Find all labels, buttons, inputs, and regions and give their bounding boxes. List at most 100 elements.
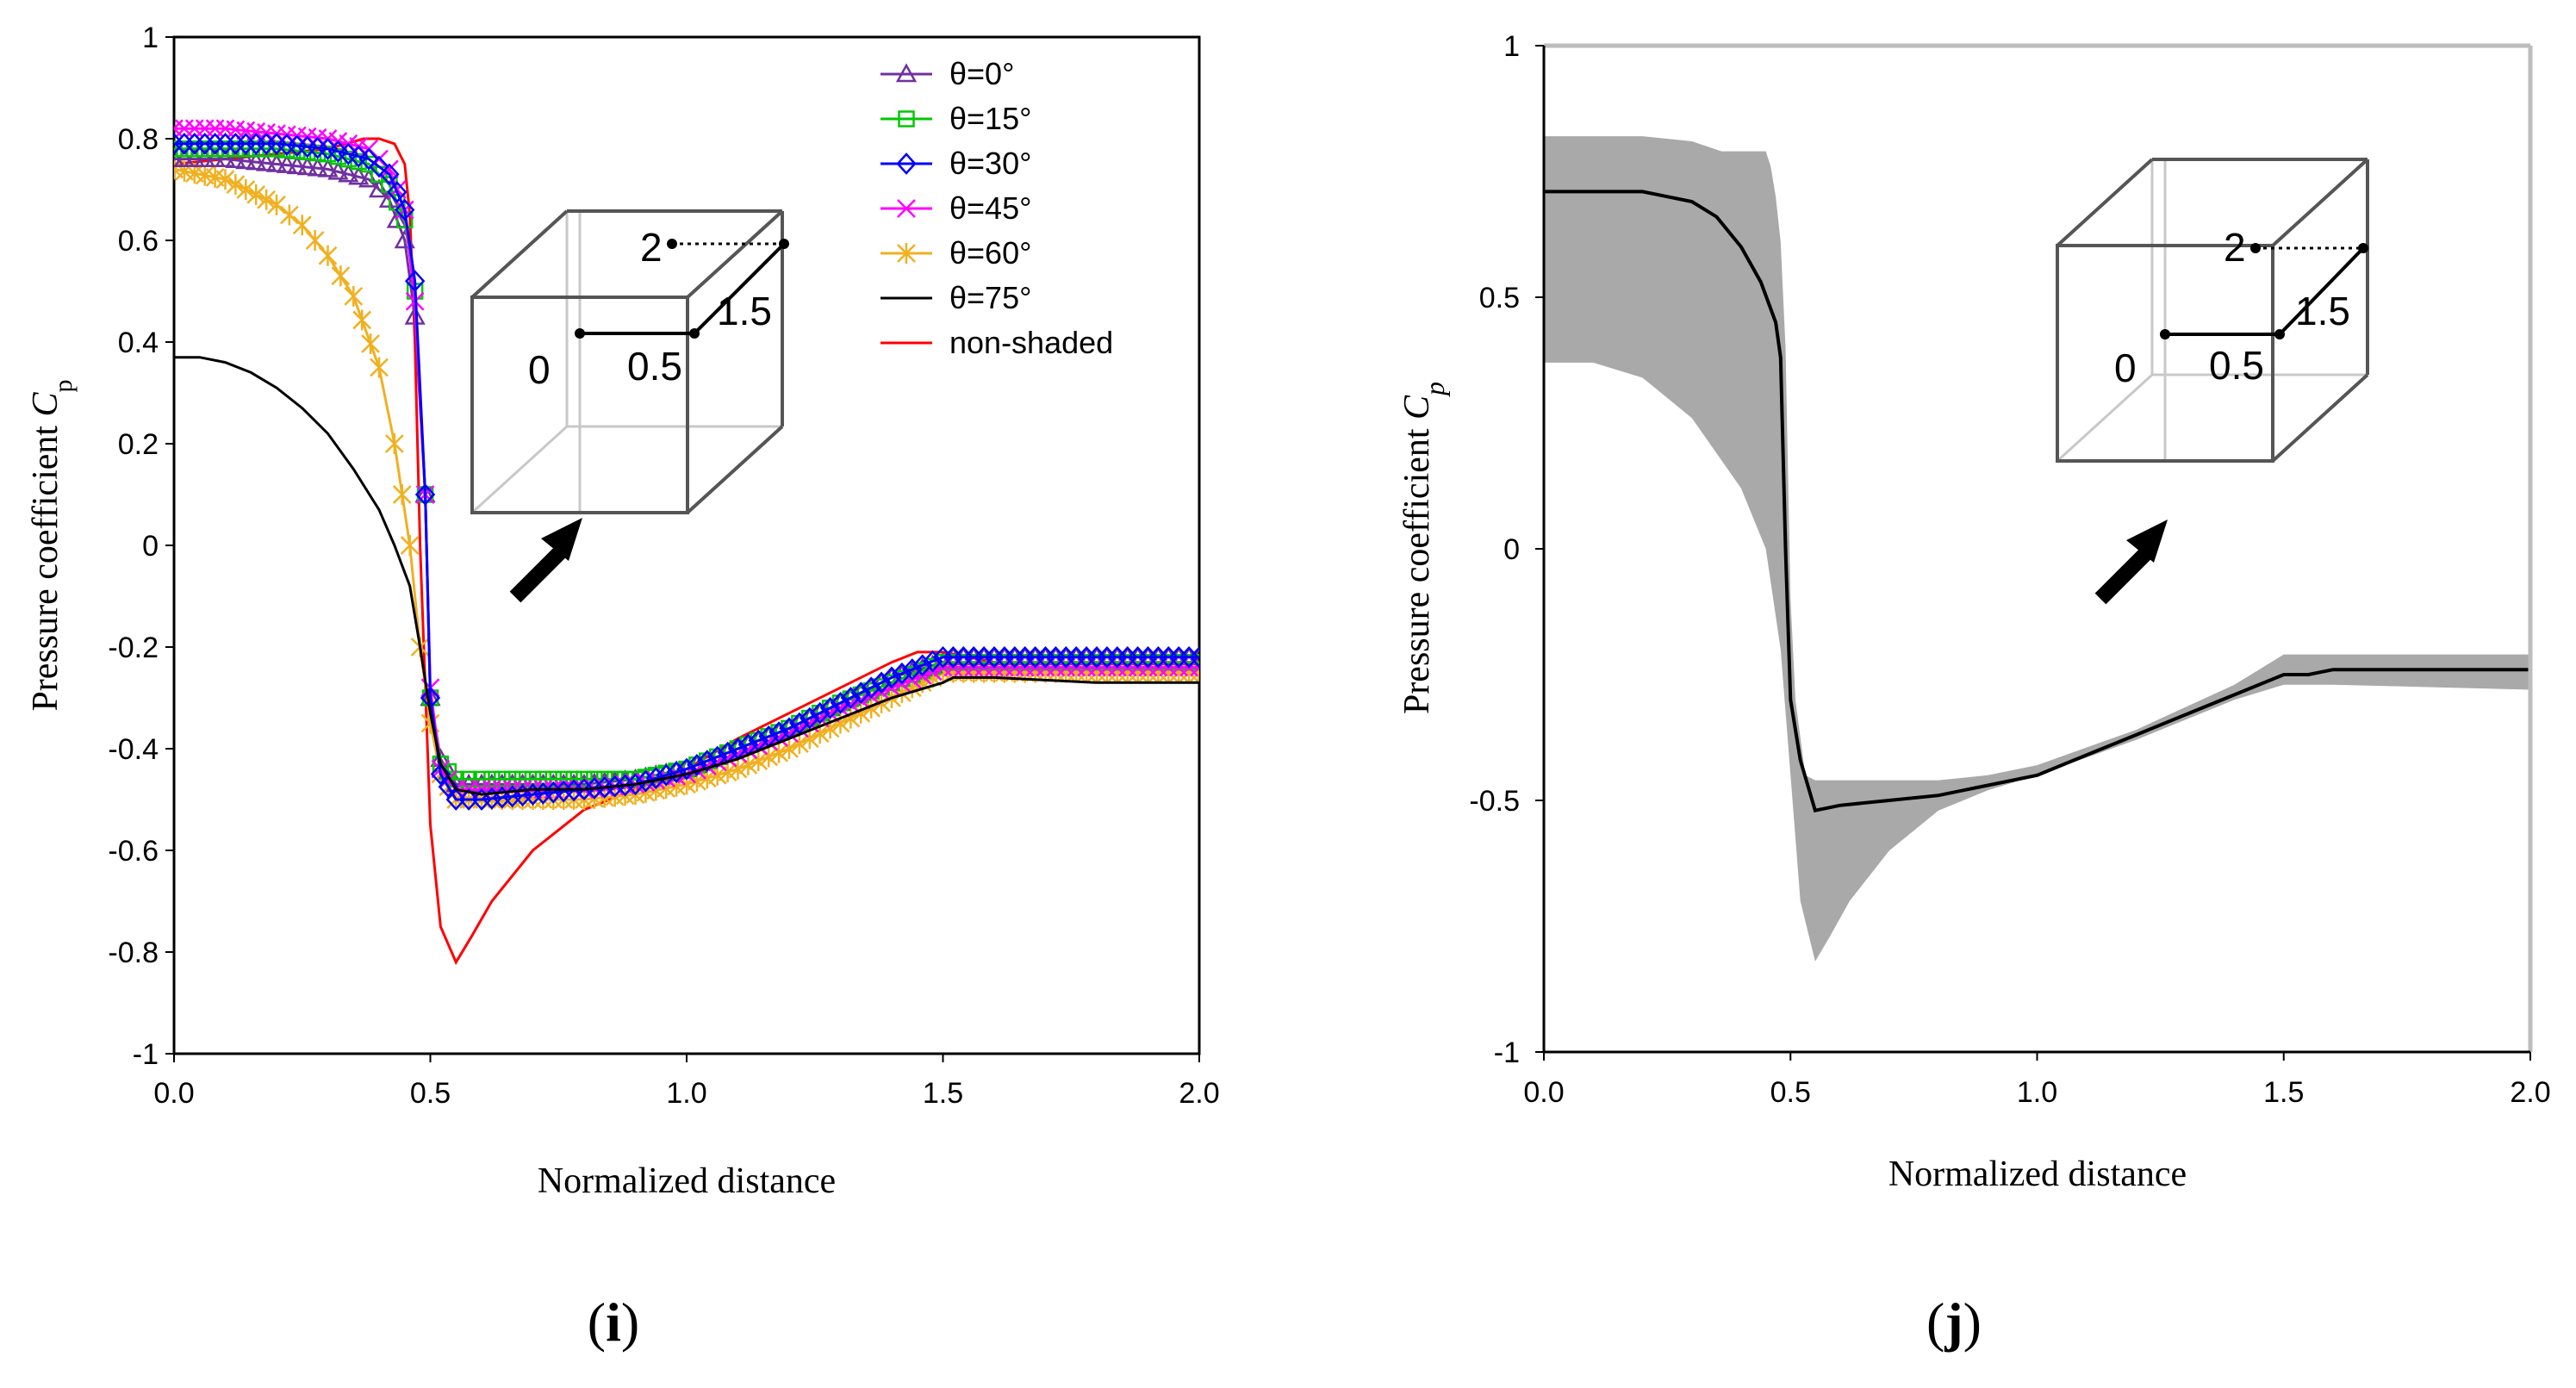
chart-i-plot-area <box>172 35 1201 1055</box>
data-point <box>697 750 718 773</box>
data-point <box>512 784 533 807</box>
legend-item: θ=30° <box>880 146 1031 181</box>
series-6 <box>174 356 1199 796</box>
data-point <box>348 165 370 185</box>
inset-label-0: 0 <box>2114 345 2137 390</box>
data-point <box>370 357 389 378</box>
data-point <box>563 779 584 802</box>
y-tick-label: -1 <box>133 1038 159 1071</box>
chart-j-x-axis: 0.0 0.5 1.0 1.5 2.0 <box>1523 1052 2551 1109</box>
y-tick-label: 0.8 <box>118 123 159 156</box>
data-point <box>358 168 380 188</box>
data-point <box>502 785 523 808</box>
data-point <box>292 215 312 236</box>
data-point <box>174 148 185 167</box>
data-point <box>902 658 923 681</box>
series-7 <box>174 137 1199 966</box>
legend-marker <box>895 63 918 83</box>
x-tick-label: 2.0 <box>2510 1076 2550 1109</box>
wind-arrow-icon <box>509 518 582 603</box>
chart-i-x-axis-label: Normalized distance <box>538 1161 836 1201</box>
data-point <box>492 786 513 809</box>
data-point <box>344 285 364 307</box>
chart-j-band <box>1544 136 2530 962</box>
inset-label-1-5: 1.5 <box>2295 289 2350 333</box>
data-point <box>184 148 205 167</box>
legend-item: θ=75° <box>880 280 1031 315</box>
data-point <box>279 204 299 226</box>
data-point <box>305 230 325 251</box>
data-point <box>912 654 933 677</box>
chart-i-y-axis-label: Pressure coefficient Cp <box>26 379 78 711</box>
data-point <box>893 669 911 688</box>
data-point <box>892 662 912 685</box>
inset-label-0: 0 <box>528 347 551 392</box>
y-tick-label: 0 <box>142 530 159 563</box>
data-point <box>361 333 380 354</box>
data-point <box>369 155 389 178</box>
y-tick-label: 0.6 <box>118 225 159 258</box>
x-tick-label: 1.0 <box>2017 1076 2057 1109</box>
legend-label: θ=75° <box>949 280 1031 315</box>
data-point <box>235 150 257 170</box>
series-line <box>174 142 1199 801</box>
legend-marker <box>897 199 916 218</box>
data-point <box>471 788 492 811</box>
chart-j-y-axis-label: Pressure coefficient Cp <box>1397 382 1450 714</box>
series-3 <box>174 133 1199 811</box>
y-tick-label: -0.8 <box>108 937 159 969</box>
data-point <box>255 152 277 171</box>
data-point <box>605 775 625 798</box>
chart-i-panel-label: (i) <box>588 1292 639 1353</box>
range-band <box>1544 136 2530 962</box>
data-point <box>594 775 615 799</box>
data-point <box>267 194 286 215</box>
data-point <box>286 155 308 175</box>
data-point <box>913 662 931 679</box>
wind-arrow-icon <box>2094 520 2168 605</box>
chart-i-x-axis: 0.0 0.5 1.0 1.5 2.0 <box>153 1054 1220 1110</box>
inset-cube-j: 2 1.5 0 0.5 <box>2056 158 2369 605</box>
chart-i-legend: θ=0° θ=15° θ=30° θ=45° θ=60° θ=75° non-shaded <box>880 56 1113 360</box>
data-point <box>789 712 810 735</box>
data-point <box>473 770 490 788</box>
data-point <box>586 770 603 788</box>
y-tick-label: 0.4 <box>118 327 159 359</box>
data-point <box>368 178 390 198</box>
y-tick-label: -0.5 <box>1469 785 1520 818</box>
inset-label-2: 2 <box>2224 225 2246 270</box>
data-point <box>460 770 477 788</box>
data-point <box>904 666 921 683</box>
data-point <box>534 770 552 788</box>
data-point <box>840 687 862 709</box>
data-point <box>565 770 582 788</box>
inset-label-0-5: 0.5 <box>627 344 682 389</box>
y-tick-label: 0 <box>1503 533 1520 566</box>
legend-label: θ=30° <box>949 146 1031 181</box>
data-point <box>338 163 359 183</box>
data-point <box>482 787 502 810</box>
legend-item: θ=15° <box>880 101 1031 136</box>
data-point <box>584 777 605 800</box>
data-point <box>358 147 379 171</box>
inset-label-1-5: 1.5 <box>717 289 772 333</box>
mean-line <box>1544 190 2530 813</box>
x-tick-label: 0.5 <box>410 1077 451 1110</box>
chart-i-y-axis: 1 0.8 0.6 0.4 0.2 0 -0.2 -0.4 -0.6 -0.8 -1 <box>108 22 174 1071</box>
chart-j-panel-label: (j) <box>1926 1292 1982 1353</box>
data-point <box>257 189 276 210</box>
chart-i-series <box>174 119 1199 966</box>
data-point <box>225 149 246 169</box>
data-point <box>352 309 372 331</box>
data-point <box>318 245 338 266</box>
data-point <box>395 198 415 221</box>
chart-j: 1 0.5 0 -0.5 -1 0.0 0.5 1.0 1.5 2.0 Pressure coe… <box>1397 30 2551 1353</box>
data-point <box>883 674 900 692</box>
data-point <box>414 483 436 506</box>
data-point <box>544 770 563 788</box>
data-point <box>819 696 841 719</box>
y-tick-label: -0.4 <box>108 733 159 766</box>
data-point <box>296 156 318 176</box>
y-tick-label: 0.2 <box>118 428 159 461</box>
chart-i: 1 0.8 0.6 0.4 0.2 0 -0.2 -0.4 -0.6 -0.8 -1 0.0 0.5 1… <box>26 22 1220 1353</box>
